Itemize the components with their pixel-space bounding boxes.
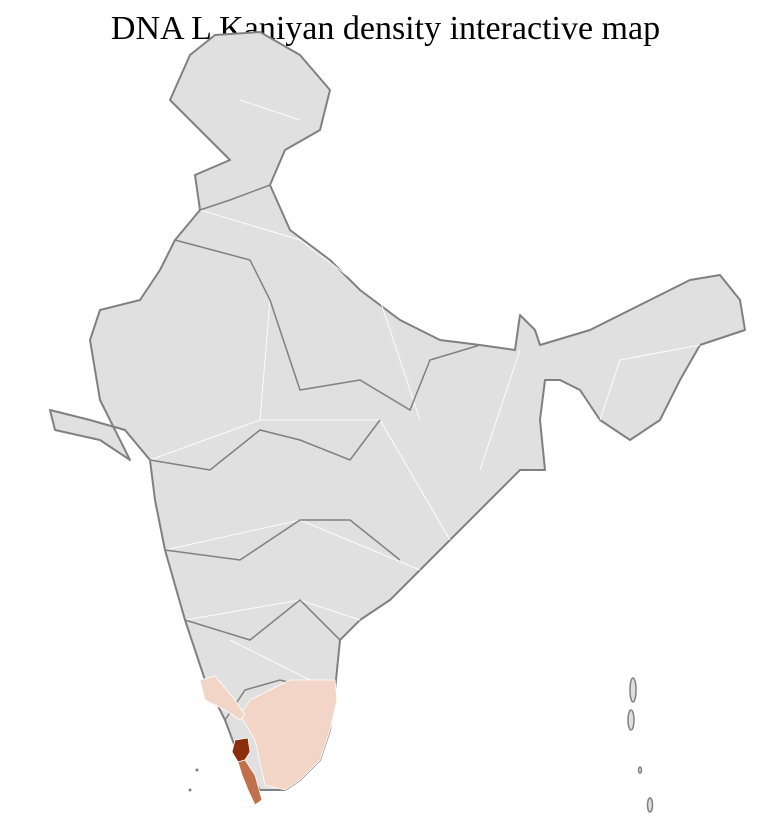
andaman-islands [627,677,654,813]
map-title: DNA L Kaniyan density interactive map [110,10,661,47]
region-tamil-nadu[interactable] [239,679,338,791]
lakshadweep-islands [188,768,199,792]
region-kerala-south[interactable] [237,759,263,806]
region-karnataka-south[interactable] [199,675,246,721]
india-outline [49,31,746,791]
state-borders [149,184,481,721]
